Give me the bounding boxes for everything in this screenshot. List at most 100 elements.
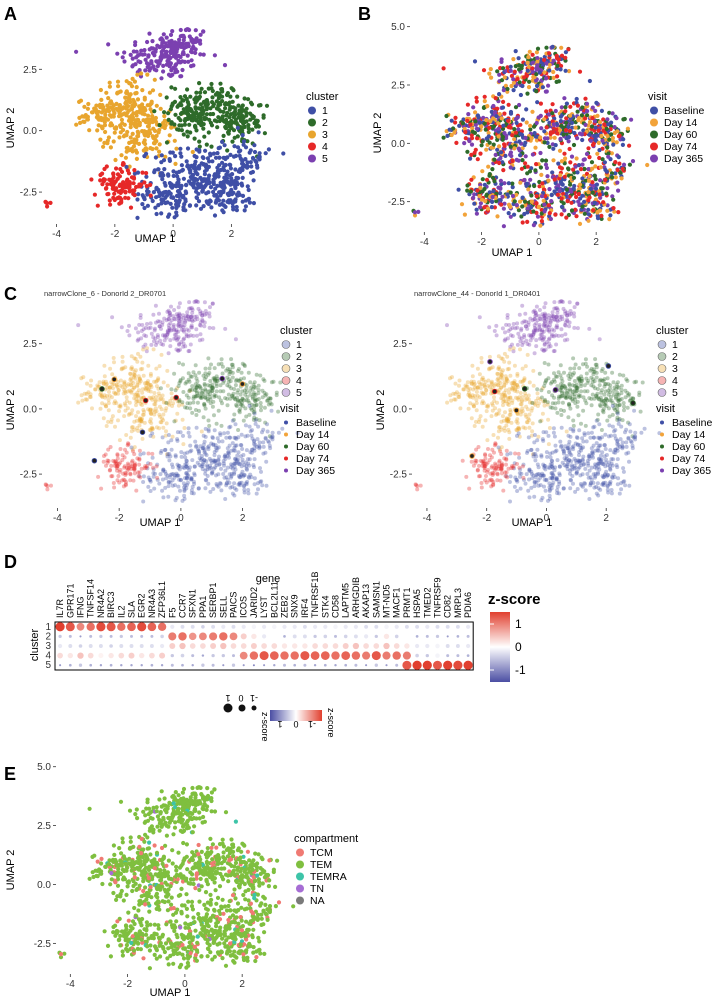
data-point <box>207 371 212 375</box>
data-point <box>165 368 170 373</box>
data-point <box>551 75 556 80</box>
data-point <box>528 127 533 132</box>
data-point <box>253 385 258 390</box>
data-point <box>254 159 259 165</box>
data-point <box>175 189 181 194</box>
data-point <box>120 55 125 60</box>
data-point <box>613 171 618 176</box>
data-point <box>470 374 475 379</box>
data-point <box>201 460 206 465</box>
data-point <box>231 128 237 133</box>
data-point <box>219 87 225 92</box>
data-point <box>86 390 91 395</box>
data-point <box>128 371 133 376</box>
data-point <box>136 192 141 197</box>
data-point <box>177 315 182 320</box>
data-point <box>252 476 257 481</box>
data-point <box>518 402 523 407</box>
y-tick-label: -2.5 <box>388 197 406 208</box>
data-point <box>173 454 178 459</box>
data-point <box>630 159 636 164</box>
data-point <box>133 40 138 45</box>
data-point <box>254 372 259 377</box>
data-point <box>115 456 120 461</box>
data-point <box>152 391 157 395</box>
data-point <box>135 215 140 220</box>
data-point <box>477 372 482 377</box>
data-point <box>265 429 270 434</box>
data-point <box>174 210 179 215</box>
data-point <box>612 125 617 130</box>
data-point <box>499 57 504 62</box>
data-point <box>232 144 237 149</box>
data-point <box>85 397 89 402</box>
data-point <box>210 404 215 409</box>
data-point <box>129 466 133 471</box>
data-point <box>170 478 175 483</box>
data-point <box>473 110 478 115</box>
data-point <box>532 317 537 322</box>
data-point <box>621 162 627 167</box>
data-point <box>502 351 507 356</box>
data-point <box>542 129 547 134</box>
data-point <box>196 119 201 124</box>
data-point <box>125 129 130 135</box>
data-point <box>485 404 490 409</box>
data-point <box>268 446 273 451</box>
data-point <box>458 406 463 411</box>
data-point <box>542 202 547 207</box>
data-point <box>588 138 594 143</box>
data-point <box>164 140 170 145</box>
data-point <box>89 378 94 383</box>
data-point <box>613 175 618 180</box>
data-point <box>208 305 212 310</box>
data-point <box>115 90 120 95</box>
data-point <box>569 200 574 205</box>
data-point <box>146 113 151 118</box>
data-point <box>572 379 577 383</box>
data-point <box>614 140 619 145</box>
data-point <box>240 133 245 138</box>
data-point <box>250 436 255 441</box>
data-point <box>575 326 580 331</box>
data-point <box>468 189 473 194</box>
data-point <box>164 95 169 100</box>
data-point <box>177 319 182 324</box>
data-point <box>144 61 150 66</box>
data-point <box>209 205 214 210</box>
data-point <box>197 144 202 149</box>
data-point <box>148 371 153 376</box>
data-point <box>208 153 213 158</box>
data-point <box>126 382 131 387</box>
data-point <box>511 322 516 326</box>
data-point <box>202 90 208 95</box>
data-point <box>512 199 517 204</box>
data-point <box>592 200 597 205</box>
data-point <box>491 103 496 109</box>
data-point <box>164 49 169 54</box>
data-point <box>150 198 155 204</box>
data-point <box>597 383 602 388</box>
data-point <box>482 383 487 388</box>
data-point <box>472 404 476 409</box>
data-point <box>220 371 225 376</box>
data-point <box>174 146 179 151</box>
data-point <box>148 410 153 415</box>
data-point <box>200 155 205 160</box>
data-point <box>599 186 604 191</box>
data-point <box>192 114 197 119</box>
data-point <box>101 459 106 464</box>
data-point <box>178 477 183 482</box>
data-point <box>177 37 182 42</box>
data-point <box>109 463 114 468</box>
data-point <box>179 74 184 79</box>
data-point <box>172 419 177 424</box>
data-point <box>194 327 199 332</box>
data-point <box>509 83 514 89</box>
data-point <box>157 123 162 128</box>
data-point <box>491 142 496 147</box>
data-point <box>124 89 129 94</box>
data-point <box>222 463 226 468</box>
data-point <box>125 406 130 411</box>
data-point <box>590 116 595 121</box>
